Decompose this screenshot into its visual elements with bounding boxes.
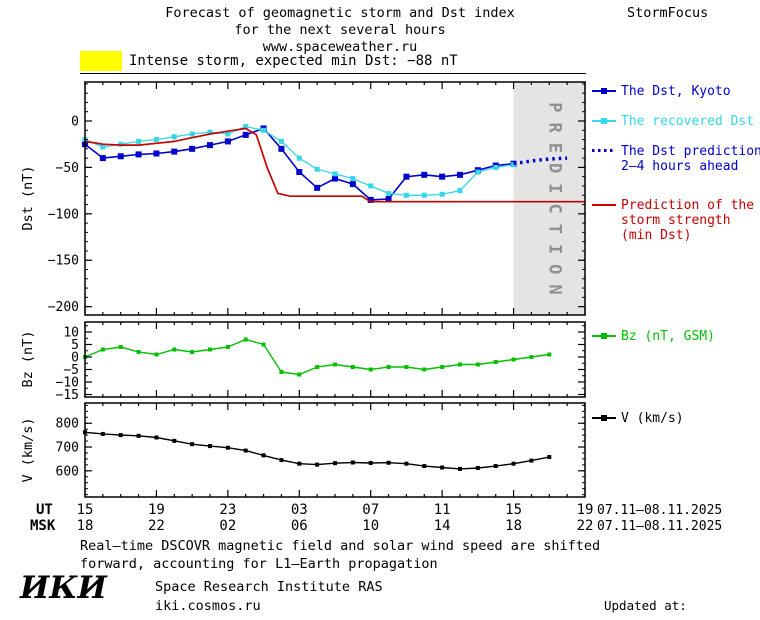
svg-text:07: 07 [362,502,379,518]
title-site-url: www.spaceweather.ru [262,39,418,55]
brand-stormfocus: StormFocus [627,5,709,21]
svg-text:14: 14 [434,518,451,534]
svg-text:02: 02 [219,518,236,534]
svg-text:06: 06 [291,518,308,534]
svg-text:10: 10 [362,518,379,534]
svg-text:18: 18 [77,518,94,534]
blue-square-line-icon [592,85,616,97]
svg-text:−5: −5 [63,363,79,378]
red-line-icon [592,199,616,211]
v-legend: V (km/s) [592,411,760,441]
panel-dst: PREDICTION 0 −50 −100 −150 −200 [48,81,586,316]
svg-text:−50: −50 [56,161,79,176]
svg-text:07.11–08.11.2025: 07.11–08.11.2025 [597,519,722,534]
svg-text:15: 15 [77,502,94,518]
institute-name: Space Research Institute RAS [155,579,383,595]
legend-v: V (km/s) [592,411,760,426]
iki-logo: ИКИ [20,570,107,606]
svg-text:800: 800 [56,417,79,432]
alert-text: Intense storm, expected min Dst: −88 nT [129,53,458,69]
updated-label: Updated at: [604,598,687,613]
institute-site: iki.cosmos.ru [155,598,261,614]
dotted-line-icon [592,145,616,157]
svg-text:−15: −15 [56,388,79,403]
cyan-square-line-icon [592,115,616,127]
svg-text:23: 23 [219,502,236,518]
legend-bz: Bz (nT, GSM) [592,329,760,344]
svg-text:11: 11 [434,502,451,518]
legend-storm-strength-line-3: (min Dst) [621,228,692,243]
svg-text:18: 18 [505,518,522,534]
legend-recovered-dst: The recovered Dst [592,114,760,129]
prediction-zone [513,82,585,315]
svg-text:5: 5 [71,338,79,353]
legend-recovered-dst-label: The recovered Dst [621,114,755,129]
page-title: Forecast of geomagnetic storm and Dst in… [40,5,640,56]
series-line [84,125,514,196]
svg-text:07.11–08.11.2025: 07.11–08.11.2025 [597,503,722,518]
legend-dst-kyoto-label: The Dst, Kyoto [621,84,731,99]
green-square-line-icon [592,330,616,342]
panel-frame [84,402,586,498]
storm-alert: Intense storm, expected min Dst: −88 nT [80,49,586,74]
svg-text:−10: −10 [56,376,79,391]
svg-text:UT: UT [36,502,53,518]
legend-dst-prediction-line-1: The Dst prediction [621,144,760,159]
svg-text:MSK: MSK [30,518,56,534]
footer-note-line-1: Real–time DSCOVR magnetic field and sola… [80,538,601,554]
main-legend: The Dst, Kyoto The recovered Dst The Dst… [592,84,760,258]
black-square-line-icon [592,412,616,424]
series-line [513,156,568,166]
dst-axis-label: Dst (nT) [20,165,36,231]
footer-note: Real–time DSCOVR magnetic field and sola… [80,537,600,573]
svg-text:0: 0 [71,351,79,366]
series-line [84,127,585,203]
svg-text:19: 19 [577,502,594,518]
title-line-2: for the next several hours [234,22,446,38]
svg-text:22: 22 [148,518,165,534]
updated-block: Updated at: UT 15:05, 08.11.2025 MSK 18:… [604,563,760,620]
footer-note-line-2: forward, accounting for L1–Earth propaga… [80,556,438,572]
bz-axis-label: Bz (nT) [20,330,36,388]
svg-text:22: 22 [577,518,594,534]
legend-v-label: V (km/s) [621,411,684,426]
svg-text:−150: −150 [48,254,79,269]
title-line-1: Forecast of geomagnetic storm and Dst in… [165,5,515,21]
series-line [84,127,514,201]
legend-bz-label: Bz (nT, GSM) [621,329,715,344]
legend-storm-strength-line-2: storm strength [621,213,731,228]
legend-dst-kyoto: The Dst, Kyoto [592,84,760,99]
panel-v: 800 700 600 [56,402,586,498]
svg-text:PREDICTION: PREDICTION [544,102,564,304]
svg-text:0: 0 [71,114,79,129]
v-axis-label: V (km/s) [20,417,36,483]
svg-text:700: 700 [56,441,79,456]
svg-text:−200: −200 [48,300,79,315]
svg-text:15: 15 [505,502,522,518]
svg-text:03: 03 [291,502,308,518]
series-line [84,338,550,376]
svg-text:19: 19 [148,502,165,518]
legend-storm-strength-line-1: Prediction of the [621,198,755,213]
legend-dst-prediction-line-2: 2–4 hours ahead [621,159,739,174]
svg-text:10: 10 [63,326,79,341]
bz-legend: Bz (nT, GSM) [592,329,760,359]
panel-frame [84,81,586,316]
forecast-charts: PREDICTION0−50−100−150−2001050−5−10−1580… [30,81,722,534]
alert-severity-swatch [80,51,122,71]
svg-text:−100: −100 [48,207,79,222]
time-axis-labels: UTMSK1518192223020306071011141518192207.… [30,502,722,534]
legend-storm-strength: Prediction of the storm strength (min Ds… [592,198,760,243]
svg-text:600: 600 [56,464,79,479]
legend-dst-prediction: The Dst prediction 2–4 hours ahead [592,144,760,174]
